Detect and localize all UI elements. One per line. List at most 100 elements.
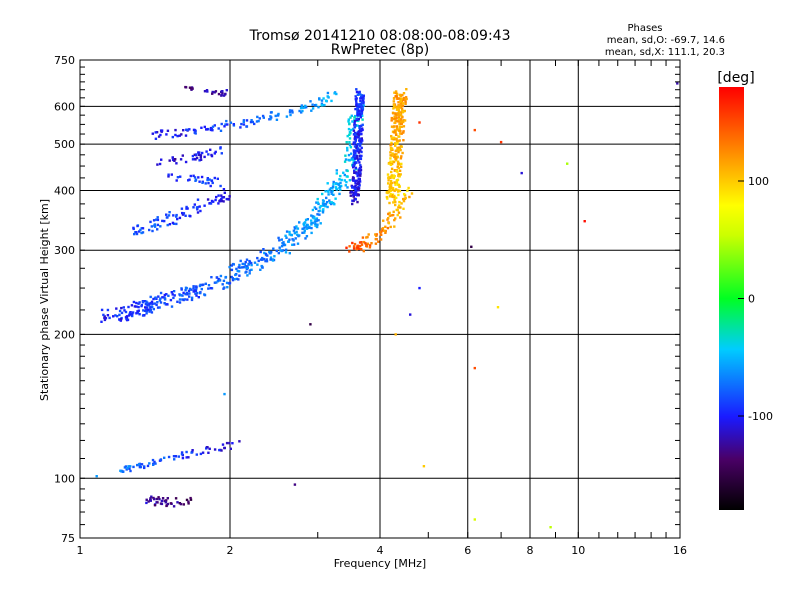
echo-point bbox=[199, 452, 203, 456]
echo-point bbox=[181, 456, 185, 460]
echo-point bbox=[258, 117, 261, 120]
echo-point bbox=[359, 168, 363, 172]
echo-point bbox=[330, 202, 333, 206]
echo-point bbox=[158, 299, 162, 302]
echo-point bbox=[153, 504, 157, 507]
echo-point bbox=[360, 241, 363, 244]
echo-point bbox=[387, 162, 391, 165]
echo-point bbox=[349, 116, 352, 119]
echo-point bbox=[332, 180, 335, 184]
echo-point bbox=[265, 260, 269, 263]
echo-point bbox=[400, 120, 403, 124]
echo-point bbox=[176, 300, 179, 303]
echo-point bbox=[404, 102, 407, 105]
echo-point bbox=[203, 293, 207, 297]
echo-point bbox=[192, 290, 195, 293]
echo-point bbox=[360, 154, 363, 158]
echo-point bbox=[269, 111, 273, 114]
echo-point bbox=[329, 187, 333, 190]
echo-point bbox=[275, 249, 278, 253]
echo-point bbox=[355, 100, 358, 103]
echo-point bbox=[328, 188, 332, 191]
echo-point bbox=[174, 133, 177, 137]
echo-point bbox=[205, 150, 208, 153]
echo-point bbox=[400, 107, 404, 110]
echo-point bbox=[352, 133, 356, 136]
echo-point bbox=[291, 243, 294, 246]
echo-point bbox=[389, 189, 392, 193]
echo-point bbox=[210, 276, 213, 279]
echo-point bbox=[396, 160, 400, 163]
echo-point bbox=[398, 189, 402, 193]
echo-point bbox=[349, 194, 352, 197]
echo-point bbox=[204, 182, 207, 185]
echo-point bbox=[211, 90, 214, 94]
echo-point bbox=[402, 197, 405, 201]
echo-point bbox=[257, 259, 260, 263]
echo-point bbox=[103, 315, 106, 318]
echo-point bbox=[133, 305, 137, 308]
echo-point bbox=[128, 467, 131, 470]
echo-point bbox=[355, 248, 358, 251]
echo-point bbox=[237, 266, 240, 269]
echo-point bbox=[223, 446, 226, 450]
echo-point bbox=[499, 140, 503, 144]
echo-point bbox=[150, 311, 154, 314]
echo-point bbox=[345, 141, 348, 144]
echo-point bbox=[387, 190, 391, 193]
echo-point bbox=[164, 501, 167, 504]
echo-point bbox=[384, 231, 387, 234]
echo-point bbox=[324, 203, 328, 206]
echo-point bbox=[192, 287, 195, 290]
echo-point bbox=[358, 161, 361, 164]
echo-point bbox=[395, 179, 399, 182]
echo-point bbox=[360, 94, 364, 97]
echo-point bbox=[195, 153, 198, 156]
echo-point bbox=[197, 176, 200, 179]
echo-point bbox=[393, 153, 396, 156]
echo-point bbox=[410, 192, 414, 195]
echo-point bbox=[232, 123, 235, 126]
echo-point bbox=[327, 193, 330, 196]
echo-point bbox=[293, 226, 296, 229]
echo-point bbox=[331, 187, 334, 190]
echo-point bbox=[282, 243, 285, 247]
echo-point bbox=[393, 181, 396, 184]
echo-point bbox=[354, 135, 357, 138]
echo-point bbox=[177, 455, 180, 458]
echo-point bbox=[391, 137, 394, 141]
echo-point bbox=[228, 195, 231, 198]
echo-point bbox=[358, 154, 362, 157]
echo-point bbox=[360, 124, 363, 127]
echo-point bbox=[175, 222, 178, 226]
echo-point bbox=[206, 198, 210, 201]
echo-point bbox=[394, 91, 398, 94]
stats-heading: Phases bbox=[627, 23, 662, 34]
echo-point bbox=[157, 496, 160, 499]
echo-point bbox=[195, 294, 198, 297]
echo-point bbox=[339, 188, 342, 191]
echo-point bbox=[360, 97, 363, 100]
echo-point bbox=[355, 102, 358, 105]
echo-point bbox=[180, 207, 184, 210]
echo-point bbox=[130, 304, 134, 307]
echo-point bbox=[114, 314, 117, 317]
echo-point bbox=[219, 146, 222, 149]
echo-point bbox=[156, 218, 160, 222]
echo-point bbox=[203, 204, 206, 207]
echo-point bbox=[182, 291, 185, 295]
echo-point bbox=[384, 229, 387, 233]
echo-point bbox=[359, 99, 362, 103]
echo-point bbox=[358, 241, 362, 244]
echo-point bbox=[174, 455, 178, 458]
echo-point bbox=[396, 146, 399, 150]
echo-point bbox=[196, 291, 199, 295]
echo-point bbox=[402, 92, 406, 95]
y-axis-label: Stationary phase Virtual Height [km] bbox=[38, 199, 51, 401]
echo-point bbox=[187, 500, 190, 503]
echo-point bbox=[194, 288, 198, 291]
echo-point bbox=[355, 193, 359, 197]
echo-point bbox=[395, 125, 398, 128]
echo-point bbox=[356, 93, 360, 96]
echo-point bbox=[375, 233, 378, 236]
